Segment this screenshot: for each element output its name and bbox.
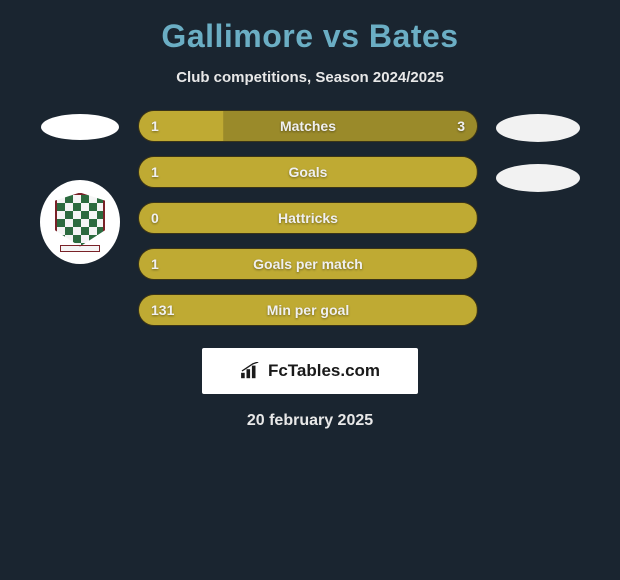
watermark-badge: FcTables.com xyxy=(202,348,418,394)
stat-right-value: 3 xyxy=(457,118,465,134)
page-subtitle: Club competitions, Season 2024/2025 xyxy=(0,69,620,86)
stat-row-min-per-goal: 131 Min per goal xyxy=(138,294,478,326)
footer-date: 20 february 2025 xyxy=(0,412,620,430)
right-player-ellipse-2 xyxy=(496,164,580,192)
stat-row-hattricks: 0 Hattricks xyxy=(138,202,478,234)
stat-label: Min per goal xyxy=(139,302,477,318)
stat-row-goals-per-match: 1 Goals per match xyxy=(138,248,478,280)
right-player-ellipse-1 xyxy=(496,114,580,142)
comparison-card: Gallimore vs Bates Club competitions, Se… xyxy=(0,0,620,440)
club-shield-icon xyxy=(55,193,105,247)
page-title: Gallimore vs Bates xyxy=(0,18,620,55)
stat-row-goals: 1 Goals xyxy=(138,156,478,188)
right-player-column xyxy=(496,110,580,192)
stat-label: Hattricks xyxy=(139,210,477,226)
stat-row-matches: 1 Matches 3 xyxy=(138,110,478,142)
stats-list: 1 Matches 3 1 Goals 0 Hattricks 1 Goals … xyxy=(138,110,478,326)
stat-label: Goals xyxy=(139,164,477,180)
stat-label: Goals per match xyxy=(139,256,477,272)
watermark-text: FcTables.com xyxy=(268,361,380,381)
bar-chart-icon xyxy=(240,362,262,380)
main-row: 1 Matches 3 1 Goals 0 Hattricks 1 Goals … xyxy=(0,110,620,326)
left-player-column xyxy=(40,110,120,264)
left-player-ellipse xyxy=(41,114,119,140)
stat-label: Matches xyxy=(139,118,477,134)
left-club-badge xyxy=(40,180,120,264)
